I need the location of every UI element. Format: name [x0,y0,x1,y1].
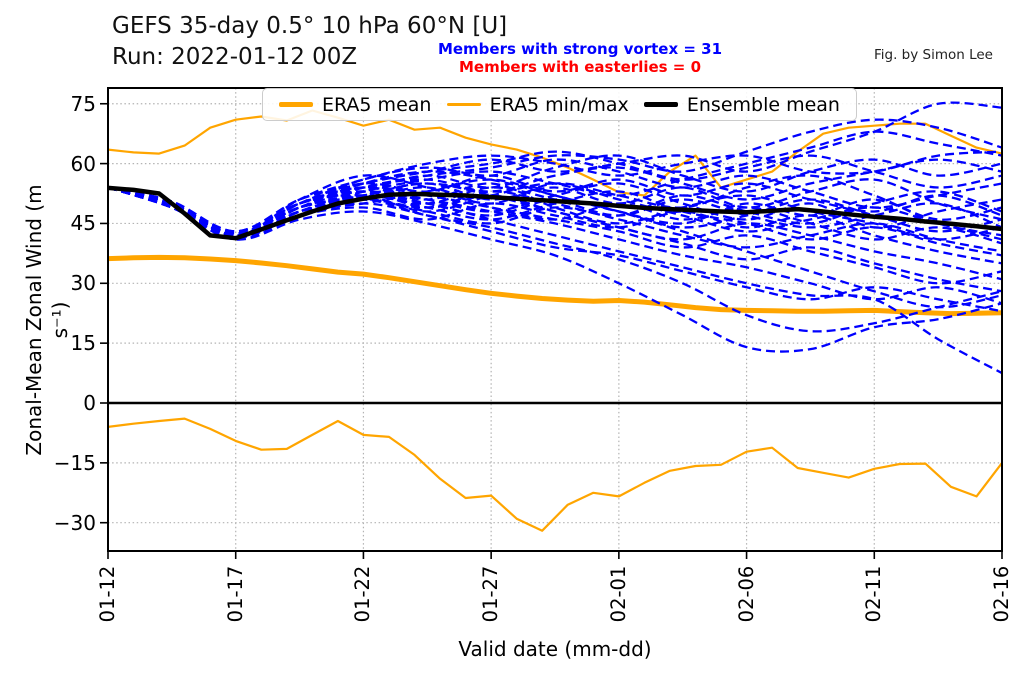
era5-mean-line [108,254,1002,317]
legend-item-era5-mean: ERA5 mean [279,94,431,116]
ensemble-member-line-31 [108,186,1002,253]
title-block: GEFS 35-day 0.5° 10 hPa 60°N [U] Run: 20… [112,11,507,73]
y-tick-label-75: 75 [70,91,96,116]
chart-title: GEFS 35-day 0.5° 10 hPa 60°N [U] [112,13,508,39]
plot-border [107,87,1003,552]
legend: ERA5 mean ERA5 min/max Ensemble mean [262,88,857,121]
era5-mean-line-sample [279,102,313,107]
ensemble-member-line-27 [108,150,1002,233]
y-tick-label--15: −15 [53,450,96,475]
ensemble-member-line-16 [108,186,1002,257]
easterlies-count-note: Members with easterlies = 0 [458,58,702,76]
era5-minmax-line-sample [446,103,481,106]
y-tick-label-60: 60 [70,151,96,176]
legend-label-era5-mean: ERA5 mean [322,93,432,116]
x-tick-label-02-01: 02-01 [606,565,630,623]
x-tick-label-02-11: 02-11 [862,565,886,623]
y-tick-label-45: 45 [70,211,96,236]
legend-label-era5-minmax: ERA5 min/max [489,93,629,116]
legend-label-ensemble-mean: Ensemble mean [686,93,840,116]
x-tick-label-01-17: 01-17 [223,565,247,623]
figure-credit: Fig. by Simon Lee [873,47,993,63]
ensemble-mean-line-sample [643,102,678,107]
series-group [108,101,1002,532]
ensemble-member-line-22 [108,186,1002,305]
ensemble-member-line-30 [108,130,1002,239]
x-axis-label: Valid date (mm-dd) [458,637,652,661]
ensemble-mean-line [108,185,1002,241]
strong-vortex-count-note: Members with strong vortex = 31 [437,40,723,58]
y-tick-label-0: 0 [83,391,96,415]
x-tick-label-02-06: 02-06 [734,565,758,623]
y-tick-label-15: 15 [70,331,96,356]
x-tick-label-02-16: 02-16 [990,565,1013,623]
ensemble-member-line-19 [108,186,1002,353]
era5-min-line [108,417,1002,532]
x-tick-label-01-27: 01-27 [479,565,503,623]
y-tick-label--30: −30 [53,510,96,535]
legend-item-ensemble-mean: Ensemble mean [643,93,840,116]
x-tick-label-01-12: 01-12 [96,565,119,623]
x-tick-label-01-22: 01-22 [351,565,375,623]
legend-item-era5-minmax: ERA5 min/max [446,93,629,116]
chart-run-subtitle: Run: 2022-01-12 00Z [112,44,358,70]
y-tick-label-30: 30 [70,271,96,296]
